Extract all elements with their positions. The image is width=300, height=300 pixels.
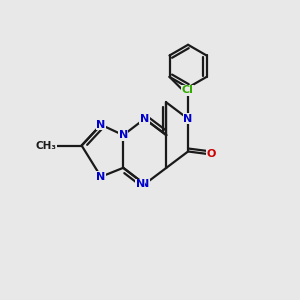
Text: N: N [118, 130, 128, 140]
Text: N: N [140, 179, 149, 189]
Text: CH₃: CH₃ [35, 140, 56, 151]
Text: N: N [96, 120, 106, 130]
Text: N: N [136, 179, 145, 189]
Text: N: N [140, 114, 149, 124]
Text: N: N [96, 172, 106, 182]
Text: O: O [206, 149, 216, 160]
Text: Cl: Cl [182, 85, 193, 95]
Text: N: N [183, 114, 193, 124]
